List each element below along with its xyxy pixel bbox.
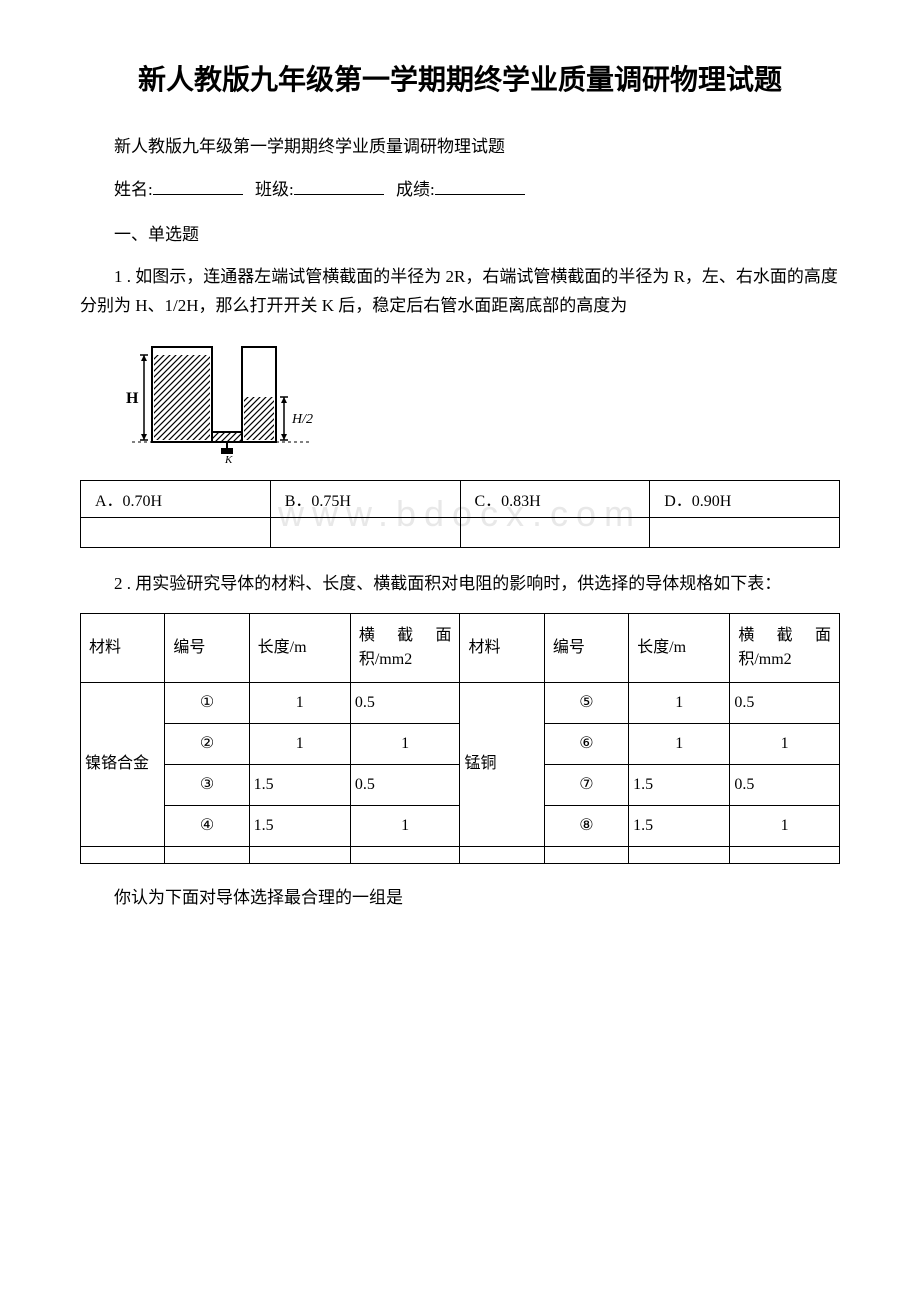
row-1-num1: ① (165, 682, 249, 723)
section-1-header: 一、单选题 (80, 220, 840, 245)
svg-text:H: H (126, 390, 139, 407)
header-area-1: 横截面积/mm2 (350, 613, 460, 682)
row-4-len1: 1.5 (249, 805, 350, 846)
empty-cell (81, 846, 165, 863)
row-3-area1: 0.5 (350, 764, 460, 805)
question-1-diagram: K H H/2 (112, 335, 840, 470)
row-4-area1: 1 (350, 805, 460, 846)
row-2-num2: ⑥ (544, 723, 628, 764)
row-3-num2: ⑦ (544, 764, 628, 805)
class-blank (294, 194, 384, 195)
row-4-num1: ④ (165, 805, 249, 846)
empty-cell (730, 846, 840, 863)
row-4-area2: 1 (730, 805, 840, 846)
class-label: 班级: (255, 180, 294, 199)
score-label: 成绩: (396, 180, 435, 199)
row-2-len2: 1 (629, 723, 730, 764)
empty-cell (350, 846, 460, 863)
row-4-num2: ⑧ (544, 805, 628, 846)
info-line: 姓名: 班级: 成绩: (80, 175, 840, 200)
name-label: 姓名: (114, 180, 153, 199)
row-3-area2: 0.5 (730, 764, 840, 805)
row-3-len2: 1.5 (629, 764, 730, 805)
row-1-len1: 1 (249, 682, 350, 723)
row-1-area1: 0.5 (350, 682, 460, 723)
header-area-2: 横截面积/mm2 (730, 613, 840, 682)
material-1: 镍铬合金 (81, 682, 165, 846)
question-2-spec-table: 材料 编号 长度/m 横截面积/mm2 材料 编号 长度/m 横截面积/mm2 … (80, 613, 840, 864)
option-d: D．0.90H (650, 480, 840, 517)
row-1-area2: 0.5 (730, 682, 840, 723)
question-1-text: 1 . 如图示，连通器左端试管横截面的半径为 2R，右端试管横截面的半径为 R，… (80, 263, 840, 321)
question-1-options-table: A．0.70H B．0.75H C．0.83H D．0.90H (80, 480, 840, 548)
empty-cell (629, 846, 730, 863)
header-material-2: 材料 (460, 613, 544, 682)
row-1-num2: ⑤ (544, 682, 628, 723)
row-2-area2: 1 (730, 723, 840, 764)
score-blank (435, 194, 525, 195)
row-3-len1: 1.5 (249, 764, 350, 805)
row-1-len2: 1 (629, 682, 730, 723)
svg-text:H/2: H/2 (291, 412, 313, 427)
header-number-1: 编号 (165, 613, 249, 682)
empty-cell (270, 517, 460, 547)
row-3-num1: ③ (165, 764, 249, 805)
empty-cell (650, 517, 840, 547)
option-a: A．0.70H (81, 480, 271, 517)
svg-text:K: K (224, 454, 233, 465)
empty-cell (460, 517, 650, 547)
empty-cell (544, 846, 628, 863)
header-material-1: 材料 (81, 613, 165, 682)
header-number-2: 编号 (544, 613, 628, 682)
empty-cell (249, 846, 350, 863)
name-blank (153, 194, 243, 195)
page-title: 新人教版九年级第一学期期终学业质量调研物理试题 (80, 60, 840, 102)
header-length-1: 长度/m (249, 613, 350, 682)
row-4-len2: 1.5 (629, 805, 730, 846)
empty-cell (81, 517, 271, 547)
header-length-2: 长度/m (629, 613, 730, 682)
question-2-text: 2 . 用实验研究导体的材料、长度、横截面积对电阻的影响时，供选择的导体规格如下… (80, 570, 840, 599)
material-2: 锰铜 (460, 682, 544, 846)
empty-cell (460, 846, 544, 863)
row-2-len1: 1 (249, 723, 350, 764)
row-2-num1: ② (165, 723, 249, 764)
subtitle: 新人教版九年级第一学期期终学业质量调研物理试题 (80, 132, 840, 157)
option-b: B．0.75H (270, 480, 460, 517)
empty-cell (165, 846, 249, 863)
option-c: C．0.83H (460, 480, 650, 517)
question-2-followup: 你认为下面对导体选择最合理的一组是 (80, 884, 840, 913)
row-2-area1: 1 (350, 723, 460, 764)
